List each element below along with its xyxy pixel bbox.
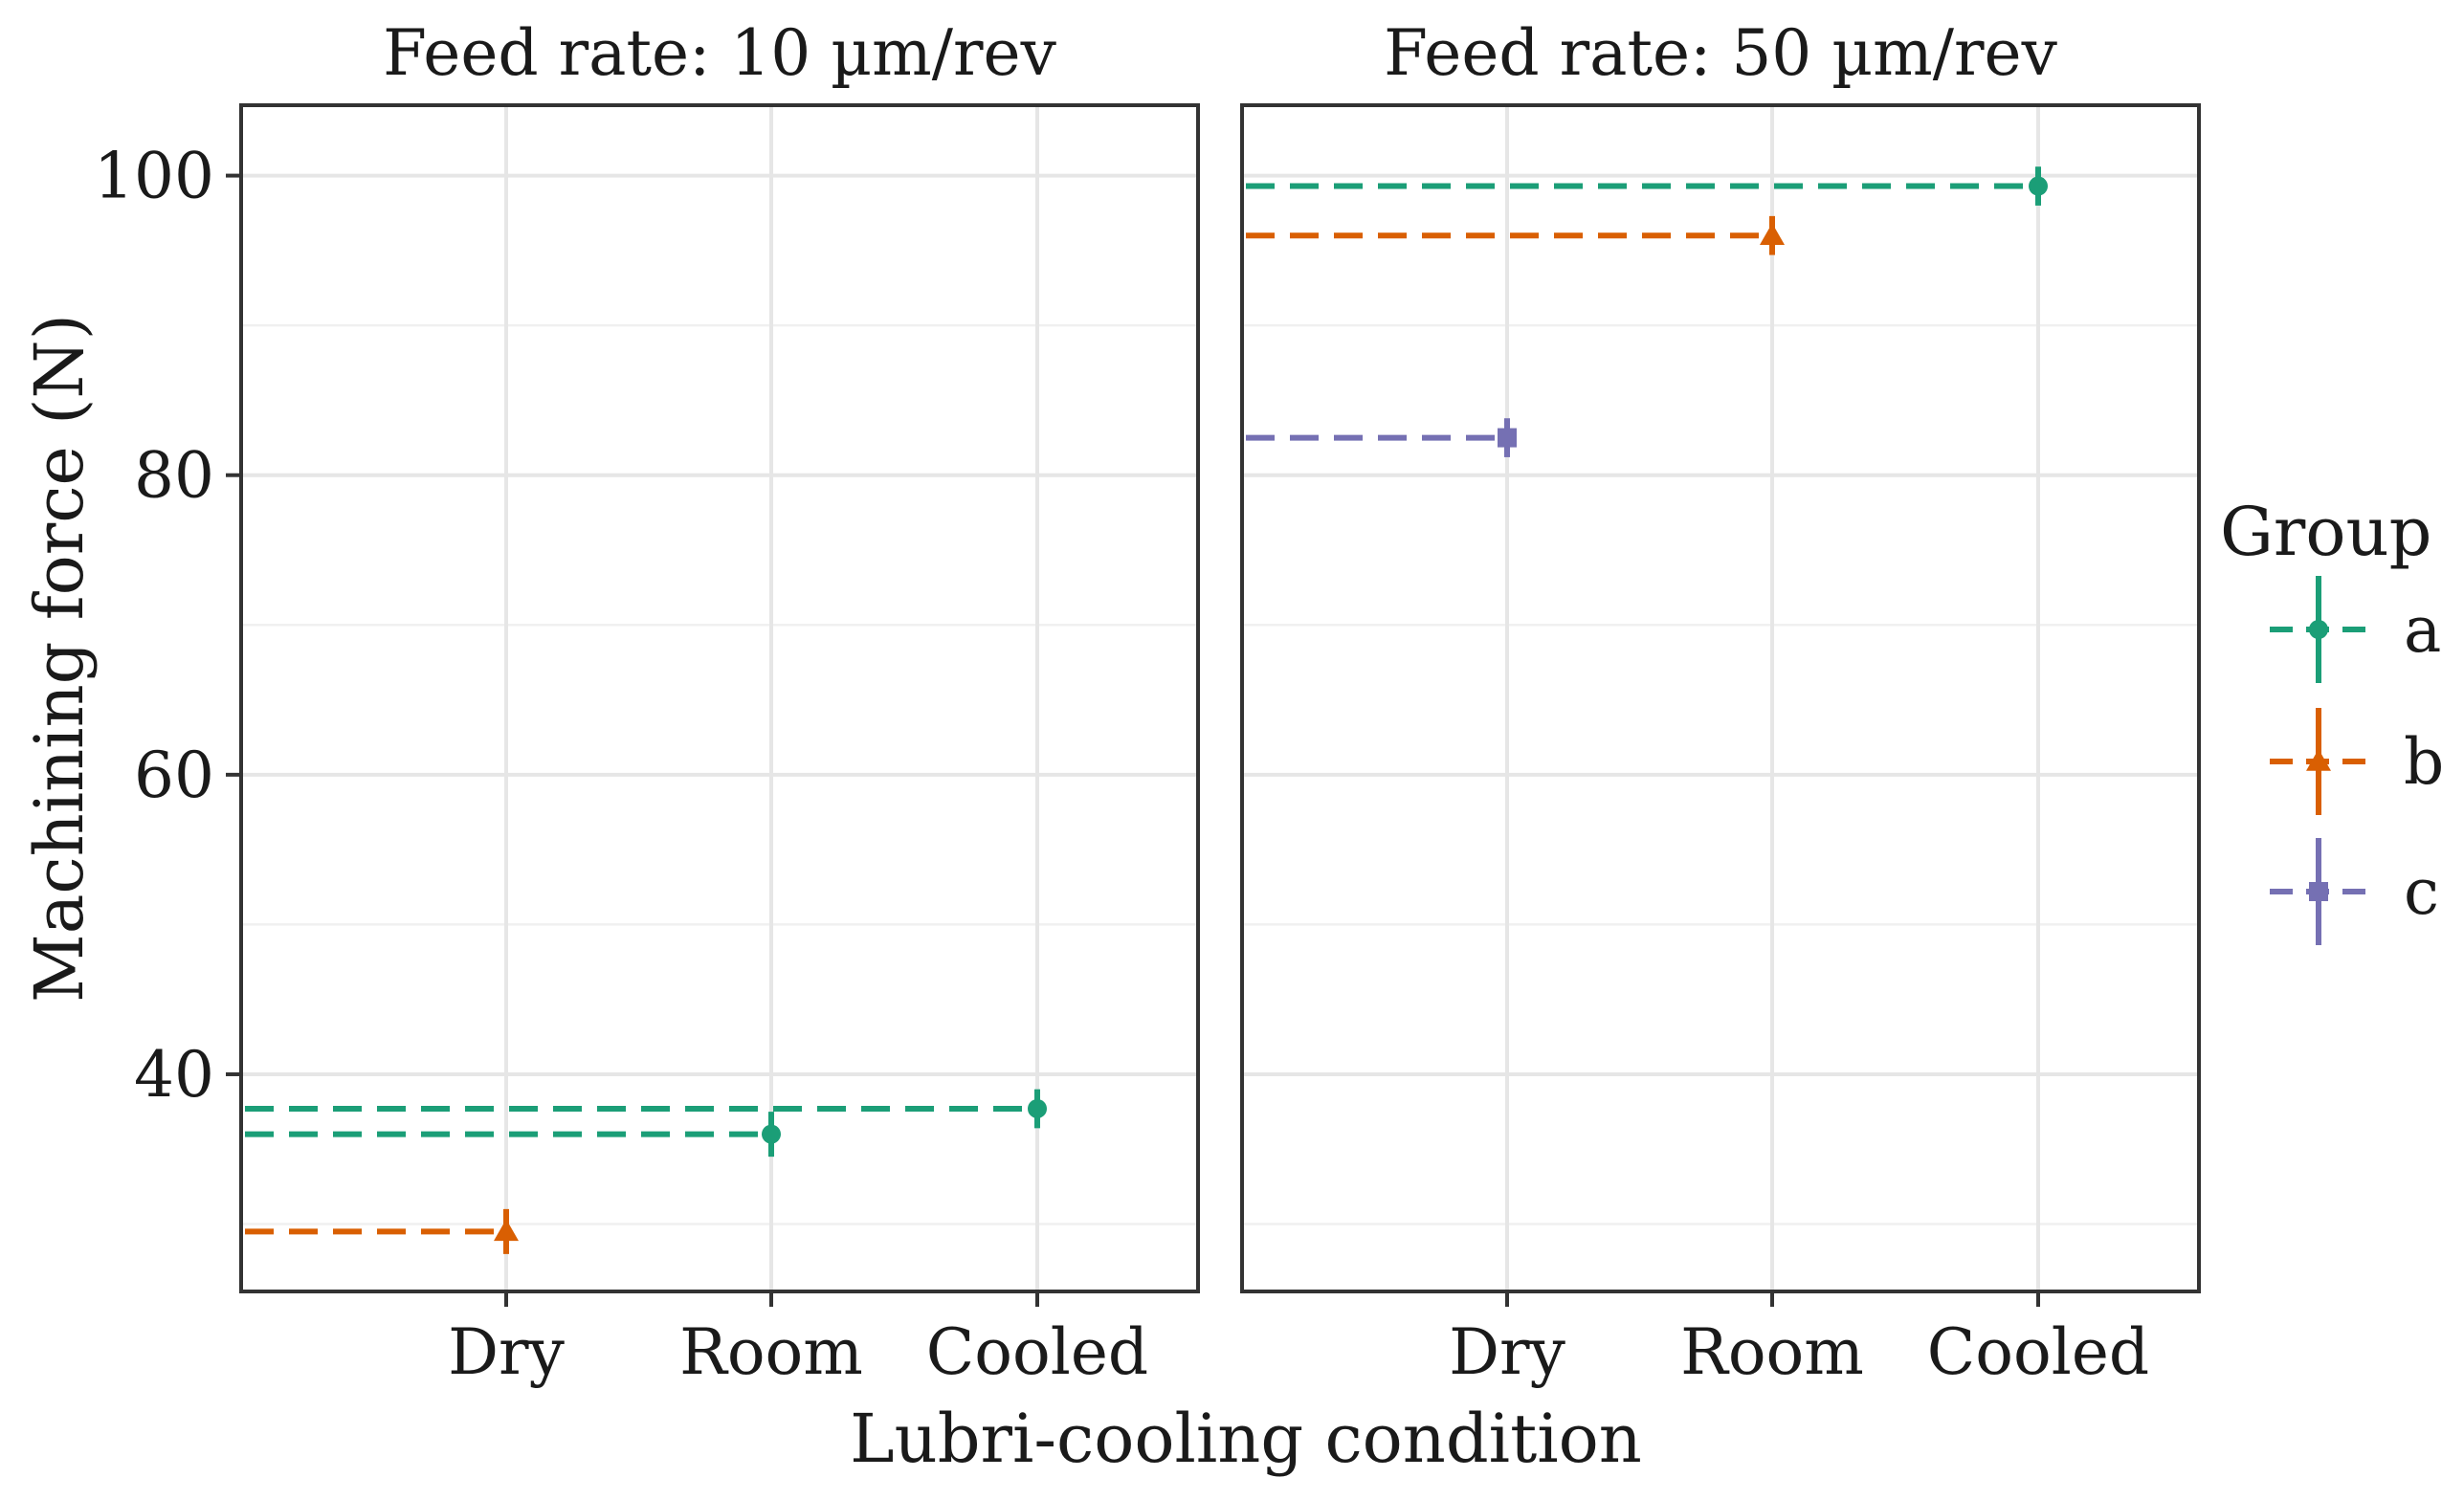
x-tick-label: Cooled <box>1927 1315 2149 1389</box>
data-point-c <box>1498 428 1517 448</box>
legend-label-b: b <box>2404 725 2444 799</box>
frame-layer <box>226 103 2201 1307</box>
data-point-a <box>1028 1098 1047 1118</box>
x-tick-label: Room <box>1680 1315 1864 1389</box>
legend-label-a: a <box>2404 593 2441 667</box>
panel-frame <box>1240 103 2201 1293</box>
data-layer <box>245 166 2048 1254</box>
legend-key-marker-c <box>2309 882 2328 901</box>
x-tick-label: Room <box>679 1315 863 1389</box>
x-axis-title: Lubri-cooling condition <box>850 1400 1642 1478</box>
data-point-b <box>494 1219 519 1242</box>
x-tick-label: Cooled <box>926 1315 1148 1389</box>
legend-label-c: c <box>2404 855 2439 929</box>
data-point-a <box>762 1124 781 1144</box>
x-tick-label: Dry <box>448 1315 565 1389</box>
panel-frame <box>239 103 1200 1293</box>
legend-title: Group <box>2220 493 2431 571</box>
y-tick-label: 60 <box>134 739 214 812</box>
legend-key-marker-b <box>2306 749 2331 771</box>
data-point-a <box>2029 176 2048 196</box>
y-tick-label: 80 <box>134 439 214 513</box>
facet-title: Feed rate: 50 µm/rev <box>1384 16 2058 90</box>
grid-layer <box>241 105 2199 1291</box>
facet-title: Feed rate: 10 µm/rev <box>383 16 1057 90</box>
x-tick-label: Dry <box>1449 1315 1565 1389</box>
y-tick-label: 100 <box>94 140 214 213</box>
legend: abc <box>2270 576 2444 945</box>
legend-key-marker-a <box>2309 620 2328 639</box>
y-axis-title: Machining force (N) <box>20 314 99 1003</box>
data-point-b <box>1760 223 1785 245</box>
text-layer: Lubri-cooling condition Machining force … <box>20 16 2431 1478</box>
y-tick-label: 40 <box>134 1038 214 1112</box>
